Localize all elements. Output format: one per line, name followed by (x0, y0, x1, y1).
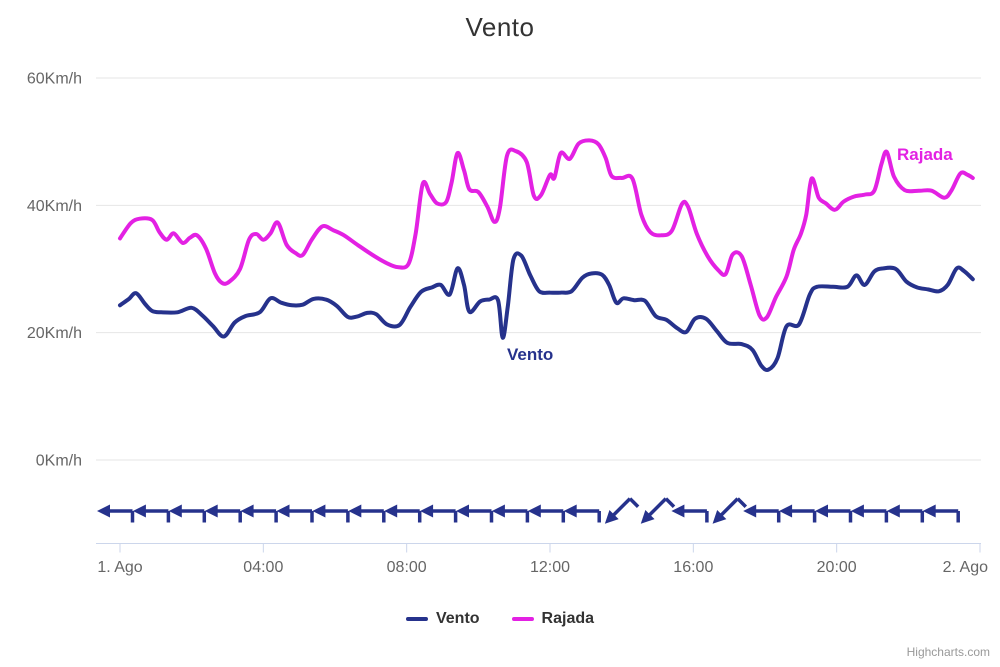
wind-arrow-left (779, 504, 817, 523)
wind-arrow-left (97, 504, 135, 523)
vento-line-swatch (405, 617, 428, 621)
wind-direction-arrows[interactable] (97, 494, 960, 532)
wind-arrow-left (240, 504, 278, 523)
rajada-line[interactable] (118, 138, 975, 322)
wind-arrow-left (312, 504, 350, 523)
wind-arrow-left (132, 504, 171, 523)
y-axis-label-0: 0Km/h (36, 453, 82, 470)
legend-label-rajada: Rajada (541, 610, 595, 627)
wind-arrow-down-left (640, 497, 676, 524)
wind-arrow-left (420, 504, 458, 523)
wind-arrow-left (348, 504, 386, 523)
x-axis-label: 2. Ago (943, 559, 988, 576)
wind-arrow-left (204, 504, 242, 523)
wind-arrow-left (384, 504, 422, 523)
wind-arrow-left (276, 504, 314, 523)
legend-label-vento: Vento (435, 610, 480, 627)
x-axis-label: 08:00 (387, 559, 427, 576)
x-axis-label: 1. Ago (97, 559, 142, 576)
x-axis-label: 12:00 (530, 559, 570, 576)
wind-arrow-down-left (712, 497, 748, 524)
wind-arrow-left (527, 504, 566, 523)
y-axis-label-40: 40Km/h (27, 198, 82, 215)
rajada-line-swatch (511, 617, 534, 621)
x-axis-label: 04:00 (243, 559, 283, 576)
wind-arrow-left (743, 504, 781, 523)
wind-arrow-left (922, 504, 960, 523)
rajada-series-label: Rajada (897, 145, 953, 164)
wind-arrow-left (563, 504, 601, 523)
wind-arrow-left (815, 504, 853, 523)
legend: Vento Rajada (405, 610, 595, 628)
chart-title: Vento (465, 12, 535, 42)
y-axis-label-60: 60Km/h (27, 70, 82, 87)
wind-arrow-left (886, 504, 925, 523)
legend-item-rajada[interactable]: Rajada (511, 610, 595, 628)
wind-arrow-left (671, 504, 709, 523)
wind-arrow-left (168, 504, 207, 523)
vento-line[interactable] (118, 251, 975, 373)
wind-arrow-left (850, 504, 889, 523)
wind-arrow-left (456, 504, 494, 523)
x-axis-label: 16:00 (673, 559, 713, 576)
y-axis-label-20: 20Km/h (27, 325, 82, 342)
wind-arrow-left (491, 504, 530, 523)
legend-item-vento[interactable]: Vento (405, 610, 480, 628)
wind-arrow-down-left (604, 497, 640, 524)
vento-series-label: Vento (507, 345, 554, 364)
x-axis-label: 20:00 (817, 559, 857, 576)
highcharts-credit[interactable]: Highcharts.com (906, 645, 990, 659)
